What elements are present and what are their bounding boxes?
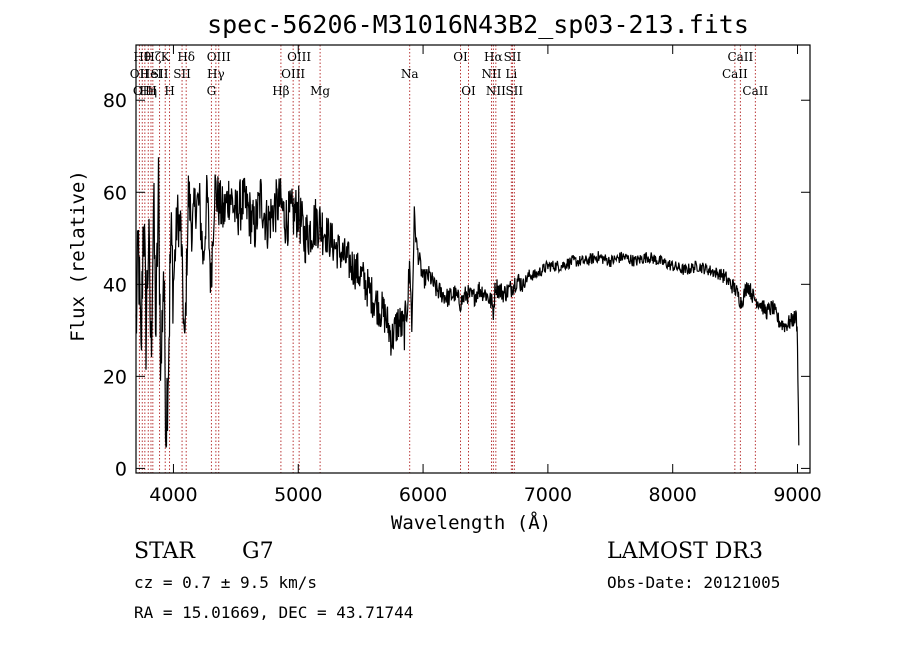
- y-axis-label: Flux (relative): [67, 170, 89, 342]
- line-marker-label: Hβ: [272, 84, 289, 98]
- obs-date: Obs-Date: 20121005: [607, 573, 781, 592]
- line-marker-label: NII: [486, 84, 506, 98]
- spectral-line-labels: OIIHθOIIIHηHeIHζSIIKHHδSIIGHγOIIIHβOIIIO…: [130, 50, 769, 98]
- y-tick-label: 20: [103, 366, 127, 388]
- line-marker-label: Na: [401, 67, 419, 81]
- x-tick-label: 5000: [274, 484, 322, 506]
- line-marker-label: Hα: [484, 50, 503, 64]
- y-tick-label: 40: [103, 274, 127, 296]
- coordinates: RA = 15.01669, DEC = 43.71744: [134, 603, 414, 622]
- line-marker-label: SII: [151, 67, 169, 81]
- x-tick-label: 9000: [773, 484, 821, 506]
- x-axis-label: Wavelength (Å): [391, 511, 551, 534]
- x-tick-label: 4000: [149, 484, 197, 506]
- line-marker-label: SII: [173, 67, 191, 81]
- object-class: STAR: [134, 539, 195, 564]
- line-marker-label: Hζ: [144, 50, 161, 64]
- line-marker-label: OIII: [281, 67, 305, 81]
- line-marker-label: SII: [504, 50, 522, 64]
- x-tick-label: 8000: [649, 484, 697, 506]
- chart-title: spec-56206-M31016N43B2_sp03-213.fits: [207, 10, 749, 39]
- y-tick-label: 80: [103, 90, 127, 112]
- survey-name: LAMOST DR3: [607, 539, 763, 564]
- redshift-value: cz = 0.7 ± 9.5 km/s: [134, 573, 318, 592]
- line-marker-label: NII: [481, 67, 501, 81]
- x-tick-label: 6000: [399, 484, 447, 506]
- y-tick-label: 60: [103, 182, 127, 204]
- line-marker-label: K: [161, 50, 171, 64]
- line-marker-label: Hη: [139, 84, 157, 98]
- line-marker-label: CaII: [727, 50, 753, 64]
- line-marker-label: CaII: [742, 84, 768, 98]
- line-marker-label: OI: [461, 84, 476, 98]
- line-marker-label: Hθ: [133, 50, 151, 64]
- line-marker-label: HeI: [140, 67, 163, 81]
- axis-ticks: 4000 5000 6000 7000 8000 9000 0 20 40 60 80: [103, 45, 822, 506]
- line-marker-label: Hγ: [207, 67, 225, 81]
- line-marker-label: OIII: [133, 84, 157, 98]
- x-tick-label: 7000: [524, 484, 572, 506]
- line-marker-label: Hδ: [177, 50, 195, 64]
- line-marker-label: SII: [505, 84, 523, 98]
- line-marker-label: Li: [505, 67, 517, 81]
- spectral-line-markers: [138, 45, 756, 473]
- line-marker-label: OI: [453, 50, 468, 64]
- spectrum-line: [135, 157, 800, 448]
- line-marker-label: Mg: [310, 84, 330, 98]
- line-marker-label: G: [207, 84, 217, 98]
- line-marker-label: OII: [130, 67, 150, 81]
- line-marker-label: CaII: [722, 67, 748, 81]
- y-tick-label: 0: [115, 458, 127, 480]
- plot-frame: [135, 44, 811, 474]
- line-marker-label: OIII: [287, 50, 311, 64]
- line-marker-label: OIII: [207, 50, 231, 64]
- line-marker-label: H: [164, 84, 174, 98]
- spectral-subclass: G7: [242, 539, 274, 564]
